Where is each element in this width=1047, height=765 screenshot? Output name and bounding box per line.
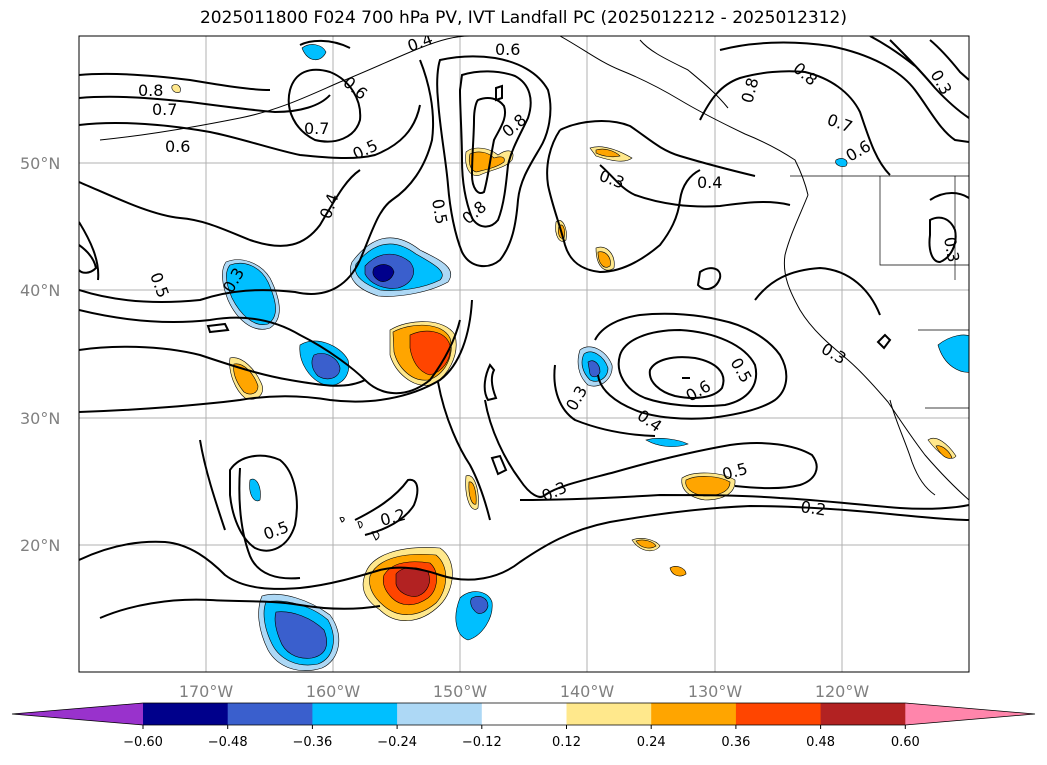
colorbar-tick-label: 0.36 [721, 735, 750, 750]
colorbar-tick-label: 0.48 [806, 735, 835, 750]
colorbar-tick-label: −0.48 [208, 735, 248, 750]
pv-contours [79, 36, 969, 619]
map-frame [78, 35, 970, 673]
contour-label: 0.5 [428, 197, 451, 225]
lon-label-120w: 120°W [815, 682, 870, 701]
colorbar-tick-label: −0.60 [123, 735, 163, 750]
colorbar-segment [820, 703, 906, 725]
contour-label: 0.6 [495, 40, 520, 59]
map-area [79, 36, 969, 672]
colorbar-segment [227, 703, 313, 725]
lon-label-150w: 150°W [433, 682, 488, 701]
lat-label-20n: 20°N [20, 536, 60, 555]
colorbar-segment [566, 703, 652, 725]
longitude-labels: 170°W 160°W 150°W 140°W 130°W 120°W [179, 682, 870, 701]
contour-label: 0.3 [940, 235, 963, 263]
lon-label-140w: 140°W [560, 682, 615, 701]
latitude-labels: 50°N 40°N 30°N 20°N [20, 154, 60, 555]
contour-label: 0.8 [138, 81, 163, 100]
colorbar-segment [735, 703, 822, 725]
contour-label: 0.7 [304, 119, 329, 138]
map-title: 2025011800 F024 700 hPa PV, IVT Landfall… [199, 8, 847, 28]
lat-label-50n: 50°N [20, 154, 60, 173]
colorbar-ticks: −0.60 −0.48 −0.36 −0.24 −0.12 0.12 0.24 0.36 0.4… [123, 725, 920, 750]
colorbar-extend-max [905, 703, 1035, 725]
colorbar-tick-label: −0.36 [292, 735, 332, 750]
colorbar-tick-label: 0.24 [637, 735, 666, 750]
colorbar-tick-label: 0.12 [552, 735, 581, 750]
lon-label-160w: 160°W [306, 682, 361, 701]
contour-label: 0.6 [165, 137, 190, 156]
lon-label-170w: 170°W [179, 682, 234, 701]
contour-label: 0.4 [697, 173, 722, 192]
lat-label-40n: 40°N [20, 281, 60, 300]
contour-label: 0.7 [152, 100, 177, 119]
colorbar-tick-label: 0.60 [891, 735, 920, 750]
colorbar-segment [143, 703, 229, 725]
colorbar [11, 702, 1036, 726]
colorbar-segment [397, 703, 483, 725]
lon-label-130w: 130°W [688, 682, 743, 701]
contour-label: 0.2 [799, 497, 827, 519]
colorbar-segment [481, 703, 567, 725]
colorbar-extend-min [12, 703, 143, 725]
colorbar-segment [312, 703, 398, 725]
colorbar-tick-label: −0.24 [377, 735, 417, 750]
lat-label-30n: 30°N [20, 409, 60, 428]
shaded-anomalies [171, 44, 969, 671]
colorbar-tick-label: −0.12 [462, 735, 502, 750]
colorbar-segment [651, 703, 737, 725]
